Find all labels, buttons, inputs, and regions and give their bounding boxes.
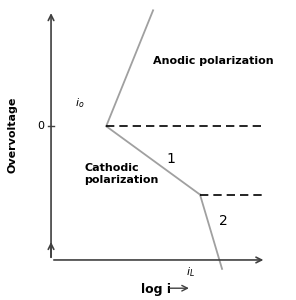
Text: log i: log i — [141, 283, 171, 296]
Text: $i_L$: $i_L$ — [186, 266, 195, 279]
Text: Cathodic
polarization: Cathodic polarization — [84, 163, 159, 184]
Text: 1: 1 — [167, 152, 176, 166]
Text: Anodic polarization: Anodic polarization — [153, 56, 274, 66]
Text: $i_o$: $i_o$ — [75, 96, 84, 110]
Text: Overvoltage: Overvoltage — [7, 97, 17, 173]
Text: 0: 0 — [37, 121, 44, 131]
Text: 2: 2 — [219, 214, 228, 228]
